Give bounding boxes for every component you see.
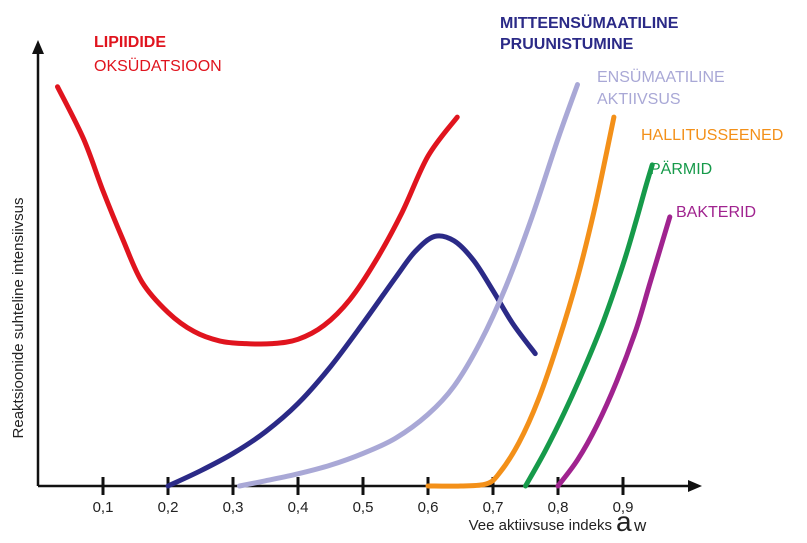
x-tick-label: 0,5: [353, 499, 374, 516]
x-tick-label: 0,1: [93, 499, 114, 516]
series-labels: LIPIIDIDE OKSÜDATSIOON MITTEENSÜMAATILINE P…: [94, 13, 783, 221]
series-label-3-line-0: HALLITUSSEENED: [641, 127, 783, 144]
series-line-1: [165, 233, 538, 489]
x-axis-label: Vee aktiivsuse indeks: [469, 517, 612, 534]
x-axis-symbol: a: [616, 506, 632, 537]
series-line-5: [555, 214, 673, 489]
x-ticks: 0,1 0,2 0,3 0,4 0,5 0,6 0,7 0,8 0,9: [93, 477, 634, 516]
series-curves: [55, 82, 673, 489]
x-tick-label: 0,4: [288, 499, 309, 516]
y-axis-label: Reaktsioonide suhteline intensiivsus: [10, 198, 27, 439]
series-label-2-line-1: AKTIIVSUS: [597, 91, 681, 108]
y-axis-arrow: [32, 40, 44, 54]
x-tick-label: 0,6: [418, 499, 439, 516]
x-axis-arrow: [688, 480, 702, 492]
x-tick-label: 0,8: [548, 499, 569, 516]
series-line-3: [425, 114, 617, 489]
series-label-2-line-0: ENSÜMAATILINE: [597, 68, 725, 86]
series-label-0-line-0: LIPIIDIDE: [94, 34, 166, 51]
series-line-4: [523, 162, 655, 489]
x-tick-label: 0,3: [223, 499, 244, 516]
x-tick-label: 0,7: [483, 499, 504, 516]
x-axis-symbol-subscript: w: [633, 516, 647, 535]
series-line-2: [237, 82, 580, 489]
series-label-0-line-1: OKSÜDATSIOON: [94, 57, 222, 75]
x-tick-label: 0,2: [158, 499, 179, 516]
series-label-1-line-0: MITTEENSÜMAATILINE: [500, 13, 679, 32]
series-label-4-line-0: PÄRMID: [650, 160, 712, 178]
series-line-0: [55, 84, 460, 347]
x-tick-label: 0,9: [613, 499, 634, 516]
series-label-5-line-0: BAKTERID: [676, 204, 756, 221]
series-label-1-line-1: PRUUNISTUMINE: [500, 36, 634, 53]
